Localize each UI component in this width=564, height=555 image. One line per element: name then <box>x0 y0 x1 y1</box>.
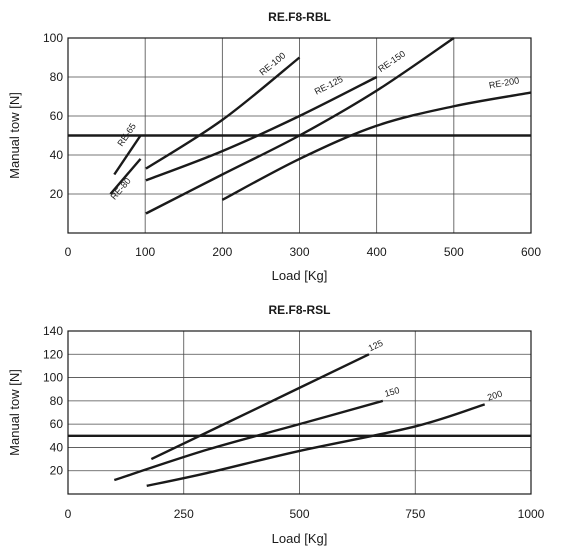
series-label: RE-80 <box>109 176 133 202</box>
chart-title: RE.F8-RSL <box>268 303 330 317</box>
x-tick-label: 600 <box>521 245 541 259</box>
series-label: RE-100 <box>257 50 287 77</box>
series-label: 200 <box>486 388 503 402</box>
y-tick-label: 100 <box>43 371 63 385</box>
series-line <box>113 399 384 482</box>
y-tick-label: 20 <box>50 464 64 478</box>
plot-frame <box>67 330 532 495</box>
chart-rsl: RE.F8-RSL 0 250 500 750 1000 20 40 60 80 100 120 140… <box>7 303 545 546</box>
x-tick-label: 100 <box>135 245 155 259</box>
y-tick-label: 60 <box>50 109 64 123</box>
series-line <box>145 75 378 182</box>
series-label: 150 <box>383 385 400 399</box>
y-axis-label: Manual tow [N] <box>7 92 22 179</box>
x-tick-label: 400 <box>367 245 387 259</box>
series-label: RE-125 <box>313 74 345 97</box>
x-axis-label: Load [Kg] <box>272 268 328 283</box>
y-tick-label: 40 <box>50 440 64 454</box>
y-tick-label: 80 <box>50 70 64 84</box>
x-axis-label: Load [Kg] <box>272 531 328 546</box>
x-tick-label: 0 <box>65 245 72 259</box>
series-line <box>109 158 142 195</box>
y-tick-label: 60 <box>50 417 64 431</box>
series-line <box>150 353 370 461</box>
y-tick-label: 140 <box>43 324 63 338</box>
y-axis-label: Manual tow [N] <box>7 369 22 456</box>
x-tick-label: 0 <box>65 507 72 521</box>
series-line <box>221 91 532 201</box>
y-tick-label: 20 <box>50 187 64 201</box>
x-tick-label: 500 <box>444 245 464 259</box>
chart-rbl: RE.F8-RBL 0 100 200 300 400 500 600 20 40 60 80 100 L… <box>7 10 541 283</box>
y-tick-label: 120 <box>43 347 63 361</box>
chart-title: RE.F8-RBL <box>268 10 331 24</box>
series-line <box>146 403 486 488</box>
y-tick-label: 80 <box>50 394 64 408</box>
x-tick-label: 750 <box>405 507 425 521</box>
series-label: RE-150 <box>376 49 407 74</box>
x-tick-label: 300 <box>289 245 309 259</box>
y-tick-label: 100 <box>43 31 63 45</box>
series-line <box>113 134 142 176</box>
y-tick-label: 40 <box>50 148 64 162</box>
series-line <box>145 37 455 215</box>
x-tick-label: 500 <box>289 507 309 521</box>
x-tick-label: 1000 <box>518 507 545 521</box>
x-tick-label: 200 <box>212 245 232 259</box>
series-label: 125 <box>367 338 385 354</box>
series-label: RE-200 <box>488 75 520 90</box>
x-tick-label: 250 <box>174 507 194 521</box>
series-line <box>145 56 301 170</box>
